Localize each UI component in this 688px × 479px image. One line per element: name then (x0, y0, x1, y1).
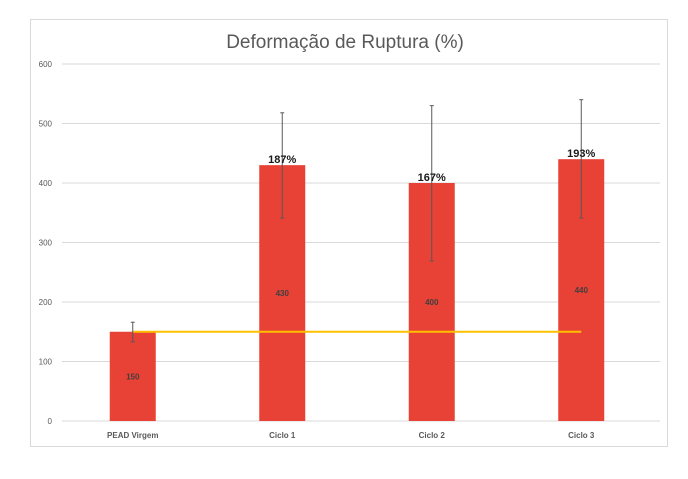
bar (109, 331, 156, 421)
bar-value-label: 400 (425, 298, 439, 307)
y-tick-label: 200 (39, 298, 53, 307)
x-tick-label: Ciclo 1 (269, 431, 296, 440)
bar-value-label: 150 (126, 372, 140, 381)
x-tick-label: Ciclo 3 (568, 431, 595, 440)
bar-value-label: 440 (575, 286, 589, 295)
y-tick-label: 600 (39, 60, 53, 69)
x-tick-label: PEAD Virgem (107, 431, 158, 440)
y-tick-label: 300 (39, 239, 53, 248)
bar-value-label: 430 (276, 289, 290, 298)
percent-annotation: 167% (418, 172, 446, 184)
chart-frame (30, 19, 668, 447)
y-tick-label: 400 (39, 179, 53, 188)
percent-annotation: 193% (567, 148, 595, 160)
chart-title: Deformação de Ruptura (%) (226, 32, 464, 53)
y-tick-label: 100 (39, 358, 53, 367)
x-tick-label: Ciclo 2 (419, 431, 446, 440)
y-tick-label: 500 (39, 120, 53, 129)
y-tick-label: 0 (48, 417, 53, 426)
percent-annotation: 187% (268, 154, 296, 166)
